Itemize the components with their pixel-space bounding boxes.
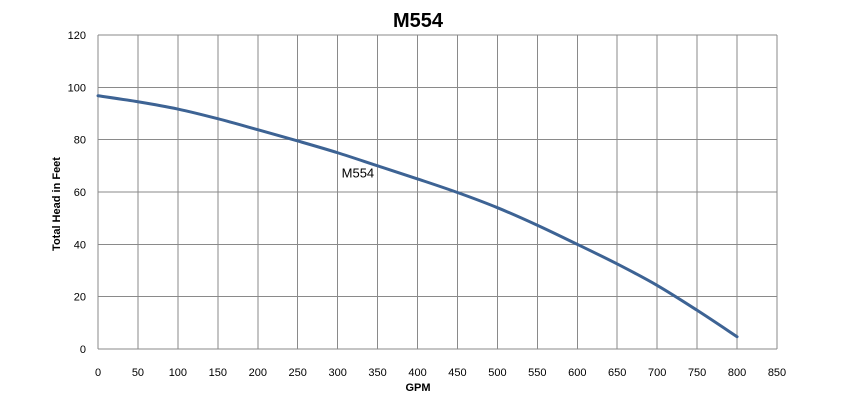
- x-tick-label: 100: [169, 367, 187, 379]
- x-axis-tick-labels: 0 50 100 150 200 250 300 350 400 450 500 550 600 650 7…: [95, 367, 786, 379]
- x-tick-label: 700: [648, 367, 666, 379]
- y-tick-label: 120: [68, 30, 86, 42]
- x-tick-label: 350: [368, 367, 386, 379]
- x-tick-label: 400: [408, 367, 426, 379]
- x-tick-label: 750: [688, 367, 706, 379]
- y-tick-label: 40: [74, 239, 86, 251]
- curve-label: M554: [342, 166, 375, 181]
- x-tick-label: 450: [448, 367, 466, 379]
- y-tick-label: 20: [74, 292, 86, 304]
- x-tick-label: 0: [95, 367, 101, 379]
- y-tick-label: 100: [68, 82, 86, 94]
- series-lines: [96, 94, 739, 339]
- x-tick-label: 800: [728, 367, 746, 379]
- y-tick-label: 80: [74, 135, 86, 147]
- x-tick-label: 250: [289, 367, 307, 379]
- y-axis-label: Total Head in Feet: [51, 157, 63, 251]
- grid-lines: [97, 34, 778, 350]
- x-tick-label: 600: [568, 367, 586, 379]
- y-tick-label: 0: [80, 344, 86, 356]
- x-tick-label: 500: [488, 367, 506, 379]
- x-tick-label: 850: [768, 367, 786, 379]
- x-tick-label: 550: [528, 367, 546, 379]
- x-tick-label: 300: [328, 367, 346, 379]
- annotations: M554: [342, 166, 375, 181]
- x-axis-label: GPM: [405, 382, 430, 394]
- chart-title: M554: [393, 10, 444, 32]
- x-tick-label: 200: [249, 367, 267, 379]
- x-tick-label: 650: [608, 367, 626, 379]
- x-tick-label: 150: [209, 367, 227, 379]
- y-axis-tick-labels: 0 20 40 60 80 100 120: [68, 30, 86, 356]
- series-line-0: [96, 94, 739, 339]
- x-tick-label: 50: [132, 367, 144, 379]
- y-tick-label: 60: [74, 187, 86, 199]
